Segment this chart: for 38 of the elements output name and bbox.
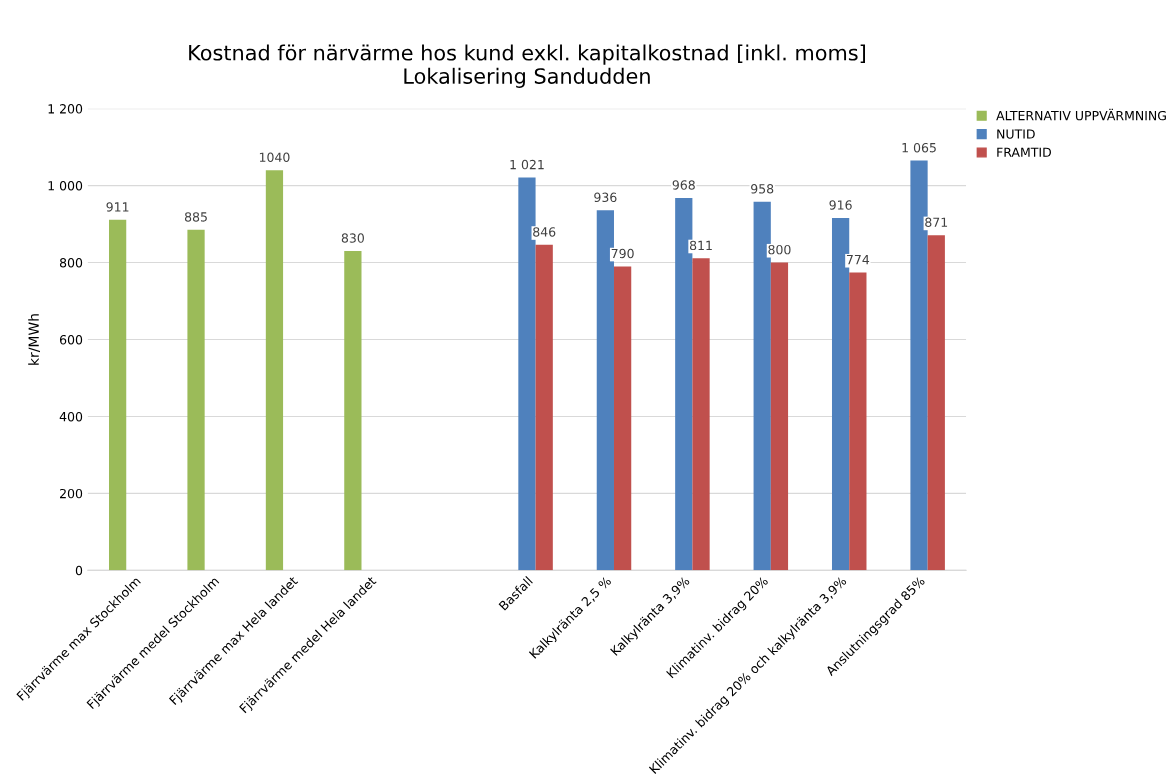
legend-label: NUTID	[997, 129, 1035, 139]
data-label: 885	[184, 212, 207, 222]
y-tick-label: 400	[59, 411, 83, 422]
chart-title: Kostnad för närvärme hos kund exkl. kapitalkostnad [inkl. moms] Lokalisering Sandudden	[189, 44, 865, 88]
y-tick-label: 0	[75, 565, 83, 576]
bar	[535, 244, 553, 571]
y-tick-label: 1 200	[48, 104, 83, 114]
data-label: 1 065	[902, 142, 936, 153]
data-label: 911	[106, 202, 129, 212]
data-label: 968	[672, 180, 695, 190]
data-label: 811	[689, 240, 712, 251]
bar	[109, 219, 127, 571]
data-label: 774	[846, 255, 870, 265]
legend-label: ALTERNATIV UPPVÄRMNING	[996, 108, 1166, 121]
y-tick-label: 800	[59, 258, 83, 268]
bar	[613, 266, 632, 571]
bar	[265, 170, 284, 571]
data-label: 936	[594, 192, 617, 203]
data-label: 846	[533, 227, 556, 237]
y-axis-title: kr/MWh	[28, 314, 41, 365]
bar	[849, 272, 867, 571]
legend-label: FRAMTID	[997, 147, 1051, 157]
bar	[770, 262, 789, 571]
bar	[927, 235, 945, 571]
data-label: 800	[768, 244, 791, 255]
data-label: 790	[611, 248, 634, 259]
data-label: 830	[341, 233, 364, 243]
data-label: 916	[829, 200, 852, 210]
y-tick-label: 200	[60, 488, 83, 499]
data-label: 871	[925, 217, 948, 228]
data-label: 1040	[259, 152, 290, 163]
y-tick-label: 1 000	[48, 181, 83, 191]
data-label: 958	[751, 184, 774, 194]
bar	[344, 251, 362, 571]
bar	[692, 258, 710, 571]
data-label: 1 021	[510, 159, 544, 170]
y-tick-label: 600	[59, 334, 83, 345]
bar	[187, 229, 205, 571]
